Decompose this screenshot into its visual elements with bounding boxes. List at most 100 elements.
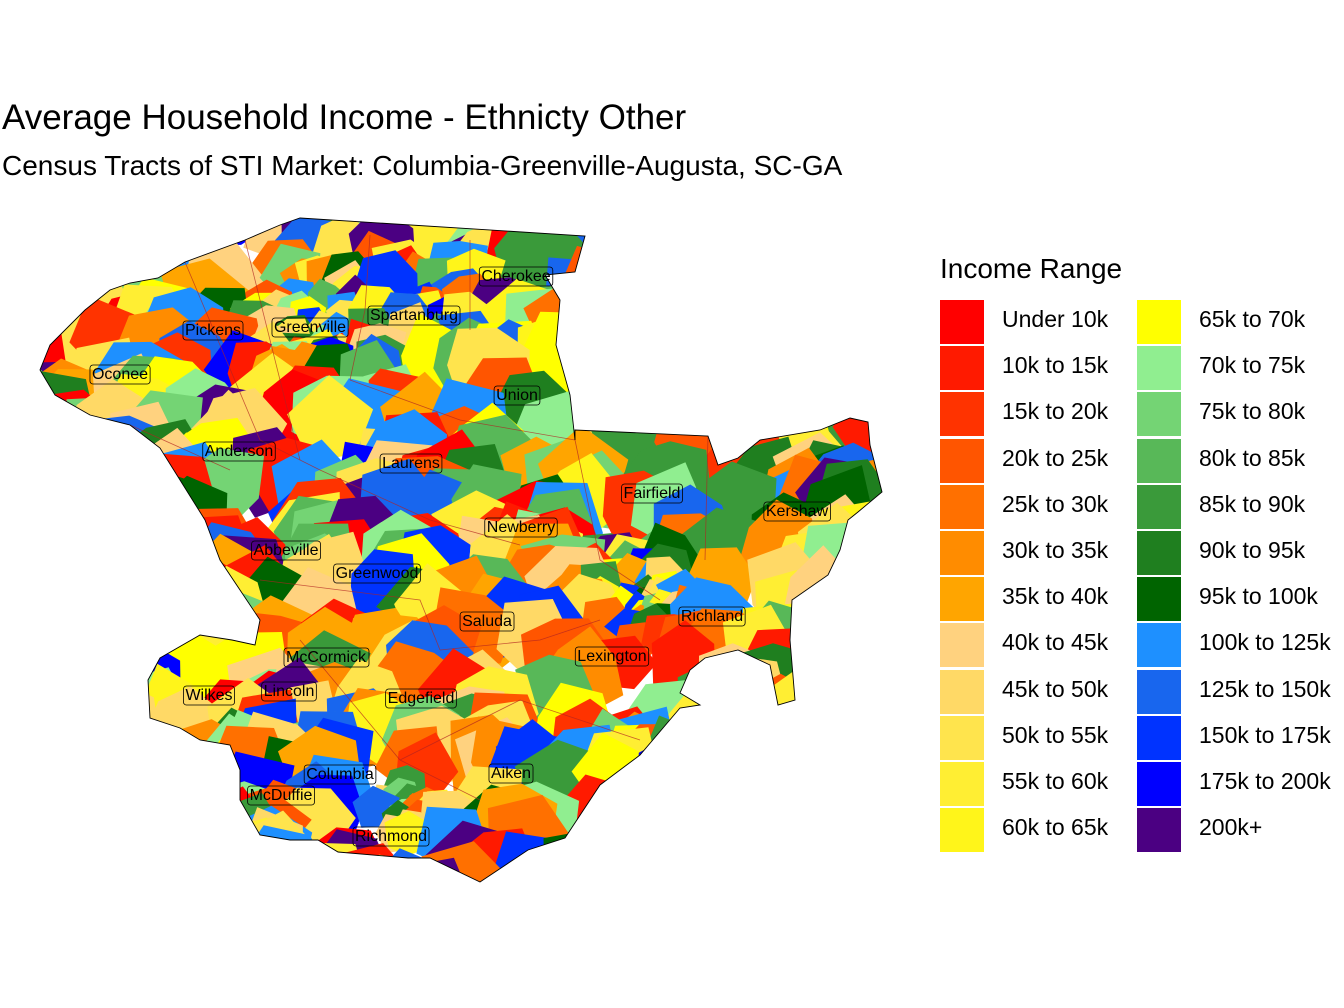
county-label: McDuffie — [247, 785, 315, 806]
census-tract — [575, 336, 669, 411]
county-label: Fairfield — [621, 483, 683, 504]
legend-swatch — [940, 531, 984, 575]
county-label: Columbia — [303, 764, 377, 785]
census-tract — [788, 222, 879, 296]
census-tract — [287, 375, 374, 463]
census-tract — [618, 790, 690, 882]
legend-swatch — [1137, 808, 1181, 853]
county-label-box — [678, 606, 746, 627]
census-tract — [753, 831, 833, 882]
census-tract — [786, 628, 882, 714]
census-tract — [816, 619, 882, 709]
census-tract — [63, 800, 142, 871]
census-tract — [170, 768, 250, 854]
census-tract — [595, 318, 692, 396]
census-tract — [93, 516, 177, 599]
county-label: Richmond — [352, 826, 430, 847]
census-tract — [153, 754, 238, 850]
county-label-box — [283, 647, 370, 668]
census-tract — [763, 245, 845, 324]
census-tract — [535, 850, 614, 882]
county-label-text: Greenville — [274, 319, 346, 336]
census-tract — [113, 218, 198, 275]
census-tract — [834, 572, 882, 648]
census-tract — [773, 717, 850, 782]
census-tract — [40, 848, 105, 882]
census-tract — [510, 862, 594, 882]
census-tract — [770, 340, 839, 423]
census-tract — [622, 286, 722, 367]
census-tract — [683, 777, 769, 845]
census-tract — [40, 645, 76, 730]
census-tract — [64, 218, 151, 260]
census-tract — [593, 859, 676, 882]
census-tract — [778, 718, 864, 795]
census-tract — [156, 847, 239, 882]
census-tract — [134, 750, 213, 849]
census-tract — [70, 751, 153, 836]
census-tract — [40, 804, 136, 882]
census-tract — [40, 562, 114, 649]
census-tract — [802, 822, 878, 882]
legend-label: 100k to 125k — [1199, 629, 1331, 656]
census-tract — [111, 484, 186, 571]
census-tract — [640, 292, 705, 379]
census-tract — [645, 272, 718, 346]
census-tract — [733, 721, 819, 803]
census-tract — [611, 350, 694, 421]
legend-label: 45k to 50k — [1002, 675, 1109, 702]
census-tract — [642, 738, 718, 835]
census-tract — [40, 370, 95, 456]
county-label-text: Lexington — [577, 648, 646, 665]
census-tract — [745, 712, 827, 793]
census-tract — [832, 641, 882, 722]
county-label-box — [478, 266, 554, 287]
census-tract — [736, 218, 815, 283]
county-label: Newberry — [484, 517, 558, 538]
county-label-box — [271, 317, 349, 338]
county-label-text: Lincoln — [264, 683, 315, 700]
census-tract — [273, 846, 353, 882]
county-label: Wilkes — [183, 685, 235, 706]
census-tract — [828, 776, 882, 860]
county-label-text: Richmond — [355, 828, 427, 845]
county-label: Lincoln — [261, 681, 317, 702]
census-tract — [687, 673, 774, 758]
census-tract — [684, 279, 762, 357]
census-tract — [815, 218, 882, 271]
census-tract — [58, 504, 144, 593]
legend-swatch — [1137, 715, 1181, 760]
census-tract — [113, 767, 185, 840]
legend-label: 175k to 200k — [1199, 768, 1331, 794]
county-label-text: Saluda — [462, 613, 512, 630]
county-label: Oconee — [89, 364, 151, 385]
census-tract — [608, 845, 695, 882]
census-tract — [848, 238, 882, 319]
census-tract — [863, 693, 882, 783]
legend-label: 80k to 85k — [1199, 444, 1306, 471]
census-tract — [116, 556, 188, 639]
legend-title: Income Range — [940, 253, 1123, 284]
legend-swatch — [1137, 346, 1181, 391]
census-tract — [40, 495, 77, 587]
census-tract — [103, 779, 177, 856]
census-tract — [622, 289, 699, 383]
county-label-box — [247, 785, 315, 806]
legend-label: 65k to 70k — [1199, 306, 1306, 332]
census-tract — [528, 858, 610, 882]
legend-label: 55k to 60k — [1002, 768, 1109, 794]
census-tract — [581, 836, 670, 882]
census-tract — [843, 267, 882, 351]
census-tract — [781, 759, 858, 859]
legend-label: 125k to 150k — [1199, 675, 1331, 702]
census-tract — [832, 790, 882, 870]
census-tract — [712, 312, 799, 396]
county-label-text: Fairfield — [624, 485, 681, 502]
census-tract — [831, 223, 882, 313]
county-label-box — [182, 320, 244, 341]
census-tract — [104, 562, 190, 636]
census-tract — [838, 290, 882, 378]
market-outline — [39, 217, 883, 883]
legend-label: 10k to 15k — [1002, 352, 1109, 379]
census-tract — [607, 770, 697, 842]
